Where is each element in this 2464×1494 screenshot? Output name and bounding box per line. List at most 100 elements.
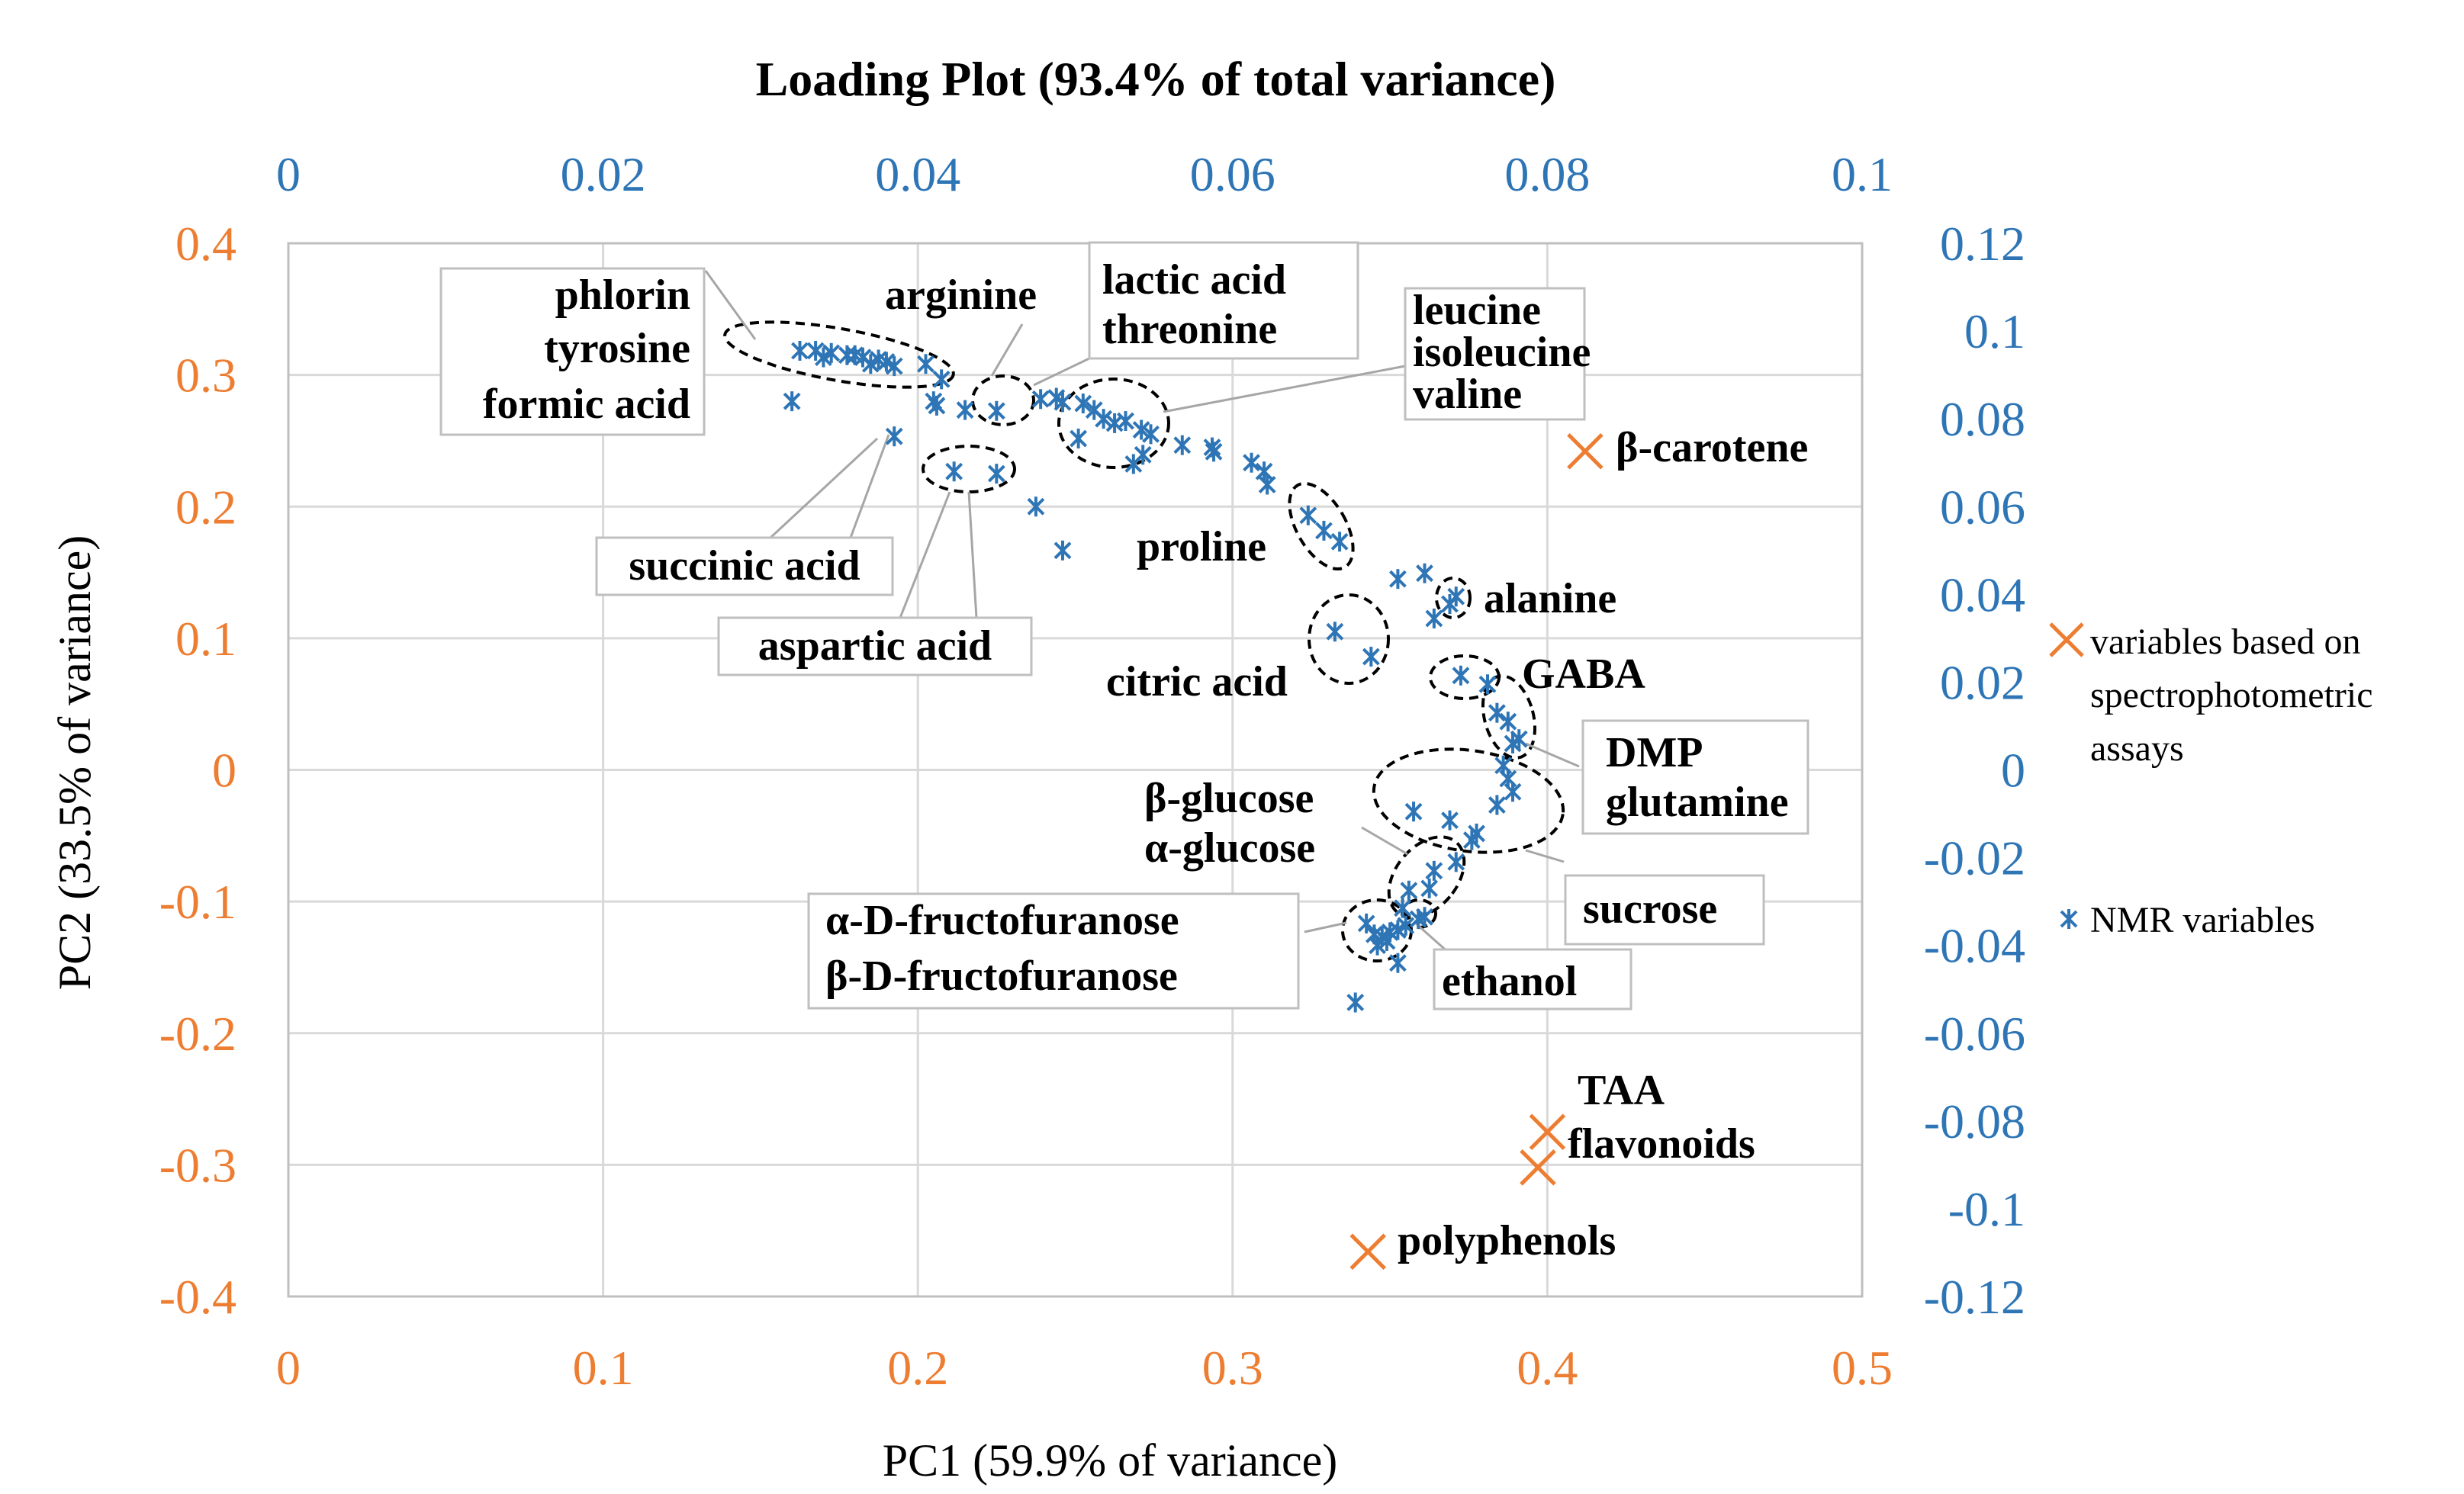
- leader-fructo: [1304, 921, 1347, 933]
- leader-lactic: [1033, 357, 1090, 387]
- y-secondary-tick-label: 0.02: [1940, 655, 2025, 709]
- nmr-point: [1478, 674, 1497, 695]
- leader-succinic-2: [849, 434, 890, 538]
- leader-phlorin: [704, 270, 757, 340]
- nmr-point: [1416, 907, 1433, 927]
- x-secondary-tick-label: 0.08: [1504, 147, 1590, 201]
- x-primary-tick-label: 0.2: [887, 1341, 948, 1395]
- label-box-ethanol: [1433, 948, 1632, 1010]
- nmr-point: [1394, 898, 1412, 918]
- nmr-point: [885, 356, 903, 377]
- y-secondary-tick-label: -0.06: [1924, 1007, 2025, 1061]
- nmr-point: [1441, 593, 1459, 614]
- annotation-threonine: threonine: [1102, 306, 1277, 353]
- x-primary-tick-label: 0.1: [573, 1341, 634, 1395]
- cluster-ellipse-arginine: [971, 374, 1035, 426]
- x-primary-tick-label: 0.5: [1832, 1341, 1893, 1395]
- nmr-point: [861, 354, 880, 374]
- spectrophotometric-point: [1520, 1149, 1556, 1186]
- label-leader-lines: [704, 270, 1580, 955]
- x-secondary-tick-label: 0.04: [875, 147, 960, 201]
- nmr-point: [1488, 702, 1506, 723]
- label-box-succinic: [595, 536, 894, 596]
- annotation-arginine: arginine: [885, 271, 1037, 319]
- nmr-point: [1504, 733, 1522, 753]
- nmr-point: [1203, 437, 1221, 458]
- nmr-point: [1117, 411, 1134, 432]
- annotation-phlorin: phlorin: [555, 271, 690, 319]
- cluster-ellipse-proline: [1288, 481, 1355, 571]
- annotation-alanine: alanine: [1484, 575, 1616, 622]
- label-boxes: [439, 241, 1809, 1010]
- nmr-point: [1095, 409, 1113, 429]
- data-points: [783, 340, 1604, 1271]
- label-box-lactic: [1088, 241, 1359, 360]
- cluster-ellipse-citric: [1308, 593, 1390, 685]
- y-primary-tick-label: 0.4: [175, 217, 236, 271]
- nmr-point: [1053, 392, 1072, 413]
- leader-aspartic-2: [967, 491, 978, 618]
- annotation-dmp: DMP: [1606, 729, 1703, 776]
- nmr-point: [1124, 454, 1143, 474]
- y-secondary-tick-label: 0.06: [1940, 480, 2025, 534]
- nmr-point: [1132, 419, 1150, 440]
- nmr-point: [1488, 795, 1506, 815]
- cluster-ellipse-alanine: [1435, 577, 1472, 619]
- y-primary-tick-label: -0.1: [159, 875, 236, 929]
- spectrophotometric-point: [1529, 1113, 1566, 1150]
- annotation-gaba: GABA: [1522, 651, 1645, 698]
- annotation-glutamine: glutamine: [1606, 779, 1789, 826]
- label-box-phlorin: [439, 267, 706, 436]
- nmr-point: [1299, 505, 1317, 525]
- annotation-ethanol: ethanol: [1442, 958, 1577, 1005]
- annotation-beta-carotene: β-carotene: [1616, 424, 1808, 471]
- x-primary-tick-label: 0.3: [1202, 1341, 1263, 1395]
- y-secondary-tick-label: 0.12: [1940, 217, 2025, 271]
- annotation-alpha-fructofuranose: α-D-fructofuranose: [825, 897, 1179, 944]
- nmr-point: [987, 464, 1005, 484]
- nmr-point: [1420, 878, 1439, 898]
- y-secondary-tick-label: 0.08: [1940, 392, 2025, 446]
- legend-marker-nmr: [2060, 909, 2078, 929]
- legend-label-spectrophotometric-2: spectrophotometric: [2090, 675, 2373, 715]
- label-box-fructo: [807, 892, 1300, 1010]
- legend-marker-spectrophotometric: [2049, 622, 2084, 657]
- nmr-point: [1404, 802, 1423, 822]
- annotation-formic-acid: formic acid: [483, 381, 690, 428]
- x-secondary-tick-label: 0.06: [1190, 147, 1275, 201]
- axis-tick-labels: 0 0.1 0.2 0.3 0.4 0.5 -0.4 -0.3 -0.2 -0.1 0 0.1 0.2 0…: [159, 147, 2025, 1395]
- nmr-point: [1425, 860, 1443, 881]
- legend-label-spectrophotometric-1: variables based on: [2090, 622, 2361, 662]
- nmr-point: [1499, 712, 1517, 732]
- label-box-leucine: [1404, 287, 1586, 421]
- leader-ethanol: [1414, 921, 1450, 955]
- nmr-point: [1031, 389, 1050, 410]
- nmr-point: [783, 391, 801, 412]
- annotation-sucrose: sucrose: [1583, 885, 1717, 933]
- nmr-point: [1400, 880, 1418, 901]
- legend: variables based on spectrophotometric as…: [2049, 622, 2373, 940]
- label-box-sucrose: [1564, 874, 1765, 946]
- annotation-valine: valine: [1413, 371, 1522, 418]
- annotation-taa: TAA: [1578, 1067, 1665, 1114]
- nmr-point: [1462, 830, 1481, 850]
- annotation-isoleucine: isoleucine: [1413, 329, 1591, 376]
- nmr-point: [1255, 461, 1273, 482]
- nmr-point: [1258, 474, 1276, 495]
- nmr-point: [1397, 915, 1415, 936]
- annotation-polyphenols: polyphenols: [1398, 1217, 1616, 1264]
- spectrophotometric-point: [1567, 432, 1604, 470]
- legend-label-spectrophotometric-3: assays: [2090, 728, 2184, 769]
- nmr-point: [1315, 520, 1333, 541]
- y-secondary-tick-label: -0.02: [1924, 831, 2025, 885]
- nmr-point: [1441, 810, 1459, 831]
- cluster-ellipse-glucose: [1387, 835, 1466, 919]
- y-axis-title: PC2 (33.5% of variance): [50, 535, 100, 990]
- nmr-point: [815, 347, 832, 368]
- nmr-point: [1070, 429, 1088, 449]
- y-primary-tick-label: 0: [212, 744, 236, 798]
- annotation-beta-glucose: β-glucose: [1144, 775, 1314, 822]
- leader-leucine: [1163, 365, 1406, 413]
- leader-arginine: [990, 323, 1024, 377]
- nmr-point: [987, 400, 1005, 421]
